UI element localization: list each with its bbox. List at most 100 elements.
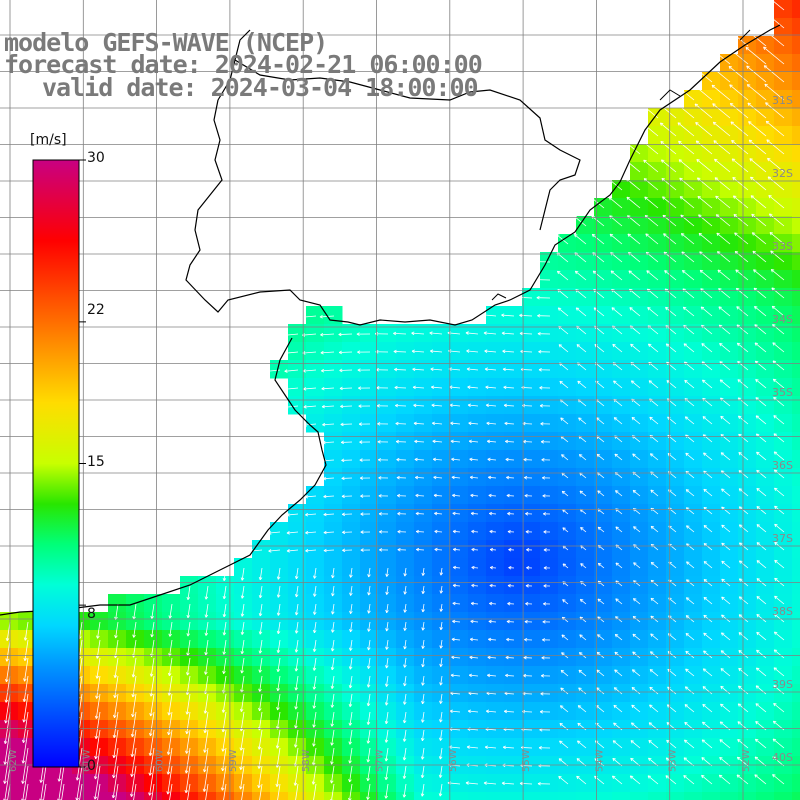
wind-arrow: [433, 493, 443, 498]
field-cell: [252, 792, 271, 800]
wind-arrow: [258, 585, 263, 599]
field-cell: [0, 612, 19, 631]
wind-arrow: [721, 488, 731, 497]
wind-arrow: [384, 783, 389, 799]
wind-arrow: [664, 270, 677, 281]
wind-arrow: [485, 709, 497, 714]
wind-arrow: [483, 331, 497, 335]
wind-arrow: [348, 657, 353, 670]
wind-arrow: [483, 313, 497, 317]
field-cell: [72, 792, 91, 800]
wind-arrow: [470, 601, 479, 606]
field-cell: [324, 540, 343, 559]
wind-arrow: [452, 583, 461, 588]
field-cell: [270, 594, 289, 613]
wind-arrow: [421, 621, 425, 631]
field-cell: [540, 342, 559, 361]
wind-arrow: [558, 344, 569, 353]
field-cell: [792, 162, 800, 181]
wind-arrow: [360, 530, 371, 534]
wind-arrow: [223, 783, 227, 800]
field-cell: [270, 576, 289, 595]
wind-arrow: [367, 567, 371, 578]
field-cell: [540, 558, 559, 577]
field-cell: [360, 720, 379, 739]
field-cell: [378, 396, 397, 415]
field-cell: [540, 738, 559, 757]
wind-arrow: [221, 693, 227, 713]
wind-arrow: [684, 704, 695, 713]
wind-arrow: [559, 740, 569, 749]
lat-label: 38S: [772, 605, 793, 618]
field-cell: [234, 612, 253, 631]
field-cell: [198, 594, 217, 613]
wind-arrow: [113, 693, 119, 719]
field-cell: [414, 738, 433, 757]
field-cell: [36, 774, 55, 793]
wind-arrow: [507, 511, 515, 516]
field-cell: [342, 468, 361, 487]
wind-arrow: [341, 476, 353, 481]
wind-arrow: [359, 440, 371, 444]
field-cell: [288, 774, 307, 793]
wind-arrow: [411, 331, 425, 336]
field-cell: [90, 738, 109, 757]
wind-arrow: [701, 774, 713, 785]
wind-arrow: [659, 122, 677, 137]
wind-arrow: [729, 84, 749, 101]
field-cell: [252, 648, 271, 667]
wind-arrow: [703, 596, 713, 605]
wind-arrow: [633, 526, 641, 533]
field-cell: [360, 378, 379, 397]
wind-arrow: [559, 380, 569, 389]
wind-arrow: [538, 745, 551, 750]
wind-arrow: [685, 597, 695, 605]
wind-arrow: [276, 603, 281, 616]
wind-arrow: [660, 141, 677, 155]
field-cell: [792, 126, 800, 145]
field-cell: [450, 324, 469, 343]
field-cell: [324, 414, 343, 433]
wind-arrow: [699, 269, 713, 281]
field-cell: [342, 612, 361, 631]
wind-arrow: [339, 386, 353, 391]
wind-arrow: [574, 270, 587, 281]
wind-arrow: [524, 619, 533, 624]
wind-arrow: [645, 233, 659, 245]
wind-arrow: [452, 619, 461, 624]
wind-arrow: [597, 490, 605, 497]
wind-arrow: [438, 765, 443, 778]
field-cell: [108, 774, 127, 793]
field-cell: [108, 612, 127, 631]
field-cell: [450, 612, 469, 631]
wind-arrow: [393, 349, 407, 354]
wind-arrow: [703, 561, 713, 569]
field-cell: [144, 630, 163, 649]
field-cell: [522, 522, 541, 541]
wind-arrow: [166, 747, 173, 775]
field-cell: [162, 684, 181, 703]
wind-arrow: [169, 783, 173, 800]
wind-arrow: [773, 649, 785, 659]
wind-arrow: [746, 65, 767, 83]
wind-arrow: [358, 386, 371, 390]
field-cell: [378, 558, 397, 577]
wind-arrow: [755, 379, 767, 389]
wind-arrow: [543, 584, 551, 588]
wind-arrow: [4, 657, 11, 683]
field-cell: [234, 558, 253, 577]
wind-arrow: [721, 614, 731, 623]
wind-arrow: [471, 565, 479, 570]
field-cell: [792, 342, 800, 361]
field-cell: [126, 666, 145, 685]
wind-arrow: [523, 457, 533, 462]
wind-arrow: [434, 511, 443, 516]
wind-arrow: [614, 651, 623, 659]
field-cell: [126, 738, 145, 757]
field-cell: [378, 702, 397, 721]
wind-arrow: [734, 232, 749, 245]
field-cell: [18, 648, 37, 667]
wind-arrow: [258, 567, 263, 581]
wind-arrow: [412, 385, 425, 390]
field-cell: [414, 540, 433, 559]
